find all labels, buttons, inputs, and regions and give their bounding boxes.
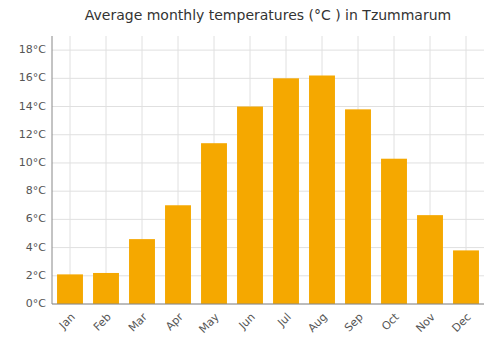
bar — [345, 109, 371, 304]
x-axis-line — [52, 304, 484, 305]
y-tick-label: 14°C — [19, 100, 46, 113]
grid-line — [52, 162, 484, 163]
grid-line — [52, 191, 484, 192]
bar — [309, 75, 335, 304]
x-tick-label: Aug — [305, 311, 329, 335]
y-tick-label: 2°C — [26, 269, 46, 282]
x-tick-label: Jun — [236, 311, 258, 333]
grid-line — [52, 304, 484, 305]
x-tick-label: Sep — [342, 311, 366, 335]
bar — [93, 273, 119, 304]
title: Average monthly temperatures (°C ) in Tz… — [85, 7, 451, 23]
y-tick-label: 6°C — [26, 212, 46, 225]
x-tick-label: Oct — [379, 310, 402, 333]
bar — [57, 274, 83, 304]
y-tick-label: 10°C — [19, 156, 46, 169]
grid — [52, 36, 484, 304]
x-tick-label: Mar — [126, 310, 150, 334]
y-tick-label: 16°C — [19, 71, 46, 84]
x-tick-label: Jul — [274, 311, 293, 330]
x-tick-label: Jan — [56, 311, 78, 333]
x-tick-label: May — [196, 310, 222, 336]
y-tick-label: 12°C — [19, 128, 46, 141]
bar — [201, 143, 227, 304]
x-tick-label: Dec — [450, 311, 474, 335]
bars — [57, 75, 479, 304]
grid-line — [70, 36, 71, 304]
chart: Average monthly temperatures (°C ) in Tz… — [0, 0, 500, 350]
bar — [237, 107, 263, 304]
grid-line — [52, 106, 484, 107]
grid-line — [52, 134, 484, 135]
bar — [129, 239, 155, 304]
x-tick-label: Feb — [91, 311, 114, 334]
x-tick-label: Apr — [163, 310, 186, 333]
bar — [273, 78, 299, 304]
grid-line — [52, 50, 484, 51]
bar — [453, 250, 479, 304]
y-axis-line — [52, 36, 53, 304]
page: {"chart_data": {"type": "bar", "title": … — [0, 0, 500, 350]
y-tick-label: 0°C — [26, 297, 46, 310]
bar — [165, 205, 191, 304]
y-tick-label: 4°C — [26, 241, 46, 254]
grid-line — [106, 36, 107, 304]
grid-line — [52, 78, 484, 79]
bar — [381, 159, 407, 304]
y-tick-label: 18°C — [19, 43, 46, 56]
x-tick-label: Nov — [413, 310, 438, 335]
y-tick-label: 8°C — [26, 184, 46, 197]
bar — [417, 215, 443, 304]
